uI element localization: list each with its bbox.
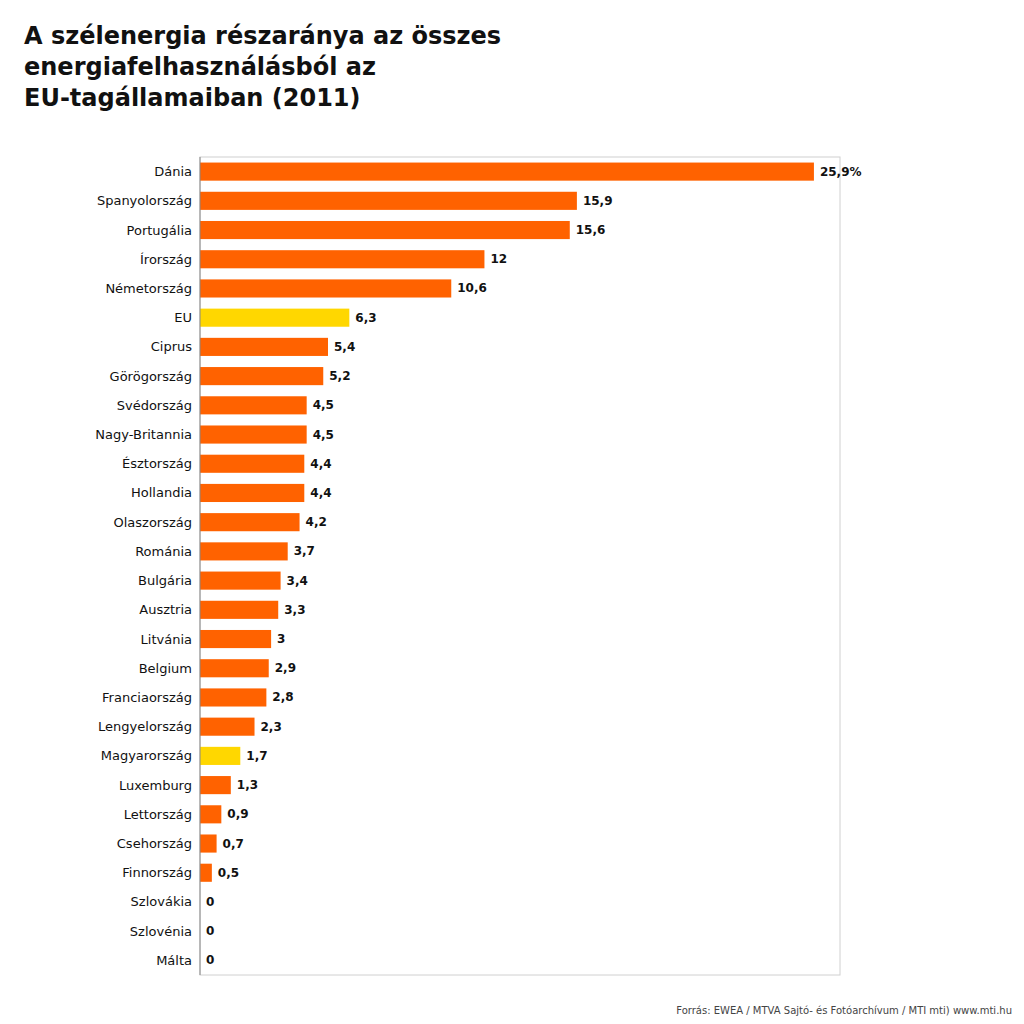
category-label: Írország [140, 252, 192, 267]
title: A szélenergia részaránya az összesenergi… [24, 22, 501, 112]
category-label: Magyarország [101, 748, 192, 763]
bar [200, 601, 278, 619]
data-label: 4,5 [313, 428, 334, 442]
bar [200, 805, 221, 823]
bar [200, 192, 577, 210]
bar [200, 338, 328, 356]
bar [200, 659, 269, 677]
bar [200, 163, 814, 181]
bar [200, 572, 281, 590]
data-label: 3,3 [284, 603, 305, 617]
bar [200, 484, 304, 502]
category-label: Ausztria [139, 602, 192, 617]
bar [200, 250, 484, 268]
category-label: Finnország [122, 865, 192, 880]
data-label: 4,2 [306, 515, 327, 529]
data-label: 0 [206, 895, 214, 909]
bar [200, 776, 231, 794]
data-label: 0,7 [223, 837, 244, 851]
category-label: Svédország [117, 398, 192, 413]
category-label: Luxemburg [119, 778, 192, 793]
data-label: 12 [490, 252, 507, 266]
bar [200, 367, 323, 385]
bar [200, 513, 300, 531]
bars [200, 163, 814, 882]
category-label: Németország [105, 281, 192, 296]
data-label: 4,4 [310, 486, 331, 500]
bar [200, 542, 288, 560]
category-label: Portugália [127, 223, 192, 238]
category-label: Hollandia [131, 485, 192, 500]
data-label: 2,8 [272, 690, 293, 704]
data-label: 4,4 [310, 457, 331, 471]
bar [200, 747, 240, 765]
bar [200, 279, 451, 297]
bar [200, 396, 307, 414]
category-label: Görögország [110, 369, 192, 384]
bar [200, 425, 307, 443]
data-label: 4,5 [313, 398, 334, 412]
category-label: Lettország [124, 807, 192, 822]
bar [200, 221, 570, 239]
data-label: 5,4 [334, 340, 355, 354]
data-label: 10,6 [457, 281, 487, 295]
source: Forrás: EWEA / MTVA Sajtó- és Fotóarchív… [676, 1005, 1012, 1016]
bar [200, 309, 349, 327]
baseline [200, 157, 201, 975]
category-label: Dánia [154, 164, 192, 179]
data-label: 0,9 [227, 807, 248, 821]
data-label: 0,5 [218, 866, 239, 880]
data-label: 15,6 [576, 223, 606, 237]
data-label: 2,9 [275, 661, 296, 675]
bar [200, 630, 271, 648]
data-label: 5,2 [329, 369, 350, 383]
data-label: 0 [206, 924, 214, 938]
data-label: 15,9 [583, 194, 613, 208]
category-label: Spanyolország [97, 193, 192, 208]
category-label: Belgium [139, 661, 192, 676]
bar [200, 718, 255, 736]
data-label: 6,3 [355, 311, 376, 325]
category-label: Románia [135, 544, 192, 559]
data-label: 3 [277, 632, 285, 646]
bar [200, 834, 217, 852]
chart: A szélenergia részaránya az összesenergi… [0, 0, 1024, 1024]
data-label: 2,3 [261, 720, 282, 734]
category-label: Szlovénia [130, 924, 192, 939]
category-label: Franciaország [102, 690, 192, 705]
data-label: 1,3 [237, 778, 258, 792]
data-label: 3,7 [294, 544, 315, 558]
category-label: Nagy-Britannia [95, 427, 192, 442]
category-label: Lengyelország [98, 719, 192, 734]
data-label: 3,4 [287, 574, 308, 588]
category-label: Ciprus [151, 339, 193, 354]
category-label: Bulgária [138, 573, 192, 588]
data-label: 25,9% [820, 165, 862, 179]
category-label: Észtország [122, 456, 192, 471]
data-label: 0 [206, 953, 214, 967]
data-label: 1,7 [246, 749, 267, 763]
category-label: Olaszország [113, 515, 192, 530]
category-label: Litvánia [141, 632, 192, 647]
bar [200, 864, 212, 882]
bar [200, 688, 266, 706]
category-label: EU [174, 310, 192, 325]
category-label: Szlovákia [131, 894, 192, 909]
bar [200, 455, 304, 473]
category-label: Csehország [117, 836, 192, 851]
category-label: Málta [156, 953, 192, 968]
plot-frame [200, 157, 840, 975]
